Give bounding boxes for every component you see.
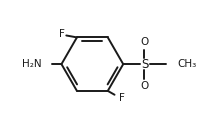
- Text: O: O: [140, 81, 149, 91]
- Text: H₂N: H₂N: [22, 59, 41, 69]
- Text: S: S: [141, 58, 148, 71]
- Text: O: O: [140, 37, 149, 47]
- Text: F: F: [119, 93, 125, 103]
- Text: F: F: [59, 29, 64, 38]
- Text: CH₃: CH₃: [177, 59, 196, 69]
